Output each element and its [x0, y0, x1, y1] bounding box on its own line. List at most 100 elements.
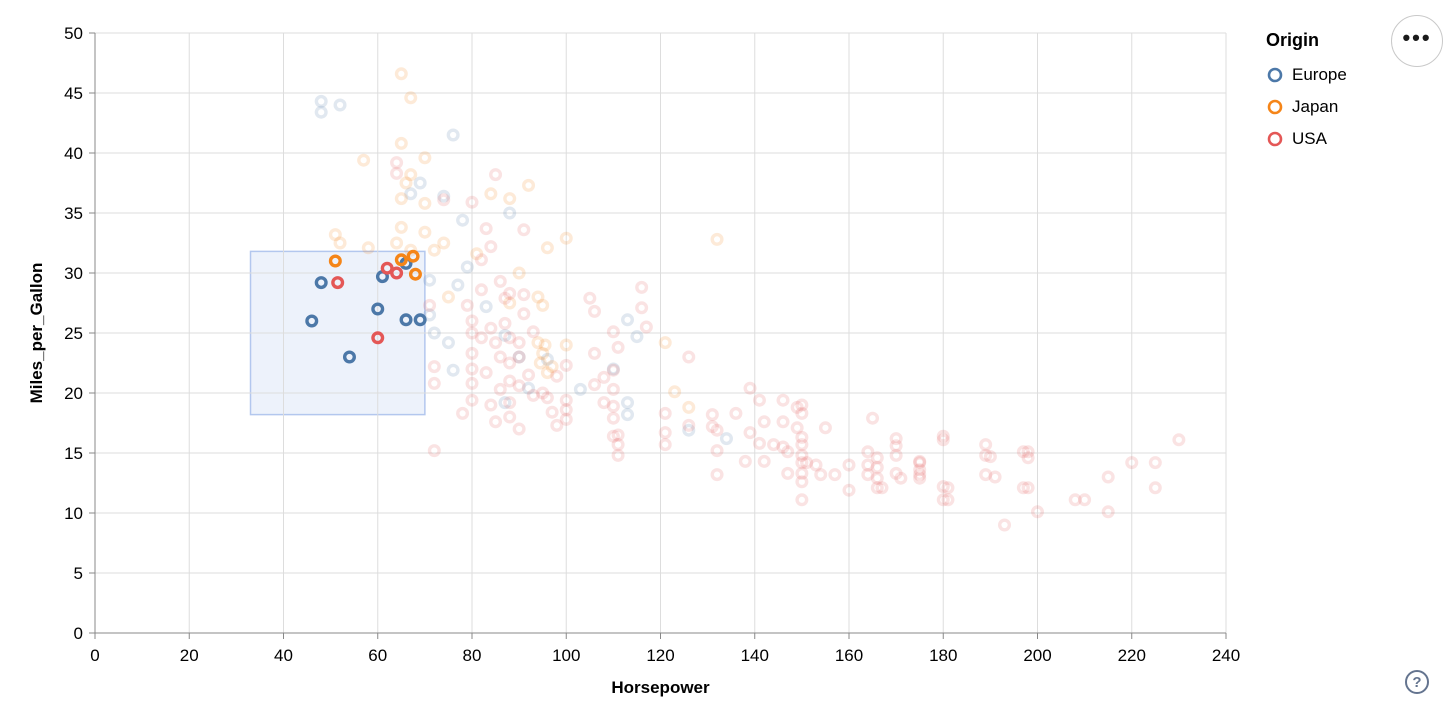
data-point: [465, 314, 479, 328]
data-point: [861, 445, 875, 459]
data-point: [423, 308, 437, 322]
data-point: [818, 421, 832, 435]
data-point: [795, 438, 809, 452]
data-point: [983, 450, 997, 464]
data-point-selected: [371, 331, 385, 345]
data-point-selected: [342, 350, 356, 364]
data-point: [894, 471, 908, 485]
data-point: [465, 326, 479, 340]
data-point: [512, 350, 526, 364]
data-point: [979, 448, 993, 462]
data-point: [913, 454, 927, 468]
data-point: [814, 468, 828, 482]
data-point: [441, 336, 455, 350]
data-point: [465, 362, 479, 376]
data-point: [630, 330, 644, 344]
ring-icon: [1267, 67, 1283, 83]
data-point: [328, 228, 342, 242]
data-point-selected: [399, 313, 413, 327]
data-point: [1021, 481, 1035, 495]
x-axis-title: Horsepower: [611, 678, 710, 697]
data-point: [404, 168, 418, 182]
data-point: [757, 415, 771, 429]
data-point: [635, 301, 649, 315]
legend-title: Origin: [1266, 30, 1319, 50]
data-point: [936, 480, 950, 494]
help-button[interactable]: ?: [1405, 670, 1429, 694]
data-point-selected: [408, 267, 422, 281]
data-point: [998, 518, 1012, 532]
data-point: [538, 338, 552, 352]
data-point: [399, 176, 413, 190]
data-point: [682, 400, 696, 414]
legend-symbol-usa-icon: [1267, 131, 1283, 147]
data-point: [611, 438, 625, 452]
data-point: [1101, 505, 1115, 519]
data-point: [795, 466, 809, 480]
data-point: [743, 381, 757, 395]
data-point: [719, 432, 733, 446]
data-point: [941, 481, 955, 495]
data-point: [795, 398, 809, 412]
data-point: [503, 192, 517, 206]
legend: Origin Europe Japan USA: [1266, 30, 1396, 155]
data-point: [361, 241, 375, 255]
data-point: [767, 438, 781, 452]
y-tick-label: 25: [64, 324, 83, 343]
data-point: [470, 247, 484, 261]
data-point: [658, 438, 672, 452]
data-point: [705, 408, 719, 422]
data-point: [752, 436, 766, 450]
data-point: [526, 325, 540, 339]
data-point: [795, 475, 809, 489]
data-point: [559, 393, 573, 407]
ellipsis-icon: •••: [1402, 25, 1432, 50]
data-point: [484, 187, 498, 201]
data-point-selected: [314, 276, 328, 290]
data-point: [583, 291, 597, 305]
data-point: [503, 356, 517, 370]
x-tick-label: 200: [1023, 646, 1051, 665]
data-point: [606, 363, 620, 377]
data-point: [889, 439, 903, 453]
data-point: [875, 481, 889, 495]
data-point: [460, 298, 474, 312]
data-point-selected: [371, 302, 385, 316]
data-point: [936, 433, 950, 447]
data-point: [1021, 445, 1035, 459]
data-point: [795, 448, 809, 462]
data-point: [540, 241, 554, 255]
data-point: [465, 393, 479, 407]
data-point: [729, 406, 743, 420]
data-point: [314, 94, 328, 108]
data-point: [559, 412, 573, 426]
data-point: [870, 471, 884, 485]
data-point: [588, 378, 602, 392]
data-point: [517, 288, 531, 302]
data-point: [540, 391, 554, 405]
data-point: [870, 460, 884, 474]
y-tick-label: 0: [74, 624, 83, 643]
data-point: [503, 286, 517, 300]
data-point: [606, 411, 620, 425]
data-point: [427, 376, 441, 390]
data-point: [503, 206, 517, 220]
data-point: [710, 468, 724, 482]
legend-symbol-europe-icon: [1267, 67, 1283, 83]
more-options-button[interactable]: •••: [1391, 15, 1443, 67]
data-point: [668, 385, 682, 399]
data-point: [550, 369, 564, 383]
x-axis: 0 20 40 60 80 100 120 140 160 180 200 220 240 Horsepo…: [90, 632, 1240, 697]
data-point: [1078, 493, 1092, 507]
data-point: [776, 415, 790, 429]
ring-icon: [1267, 99, 1283, 115]
data-point: [870, 481, 884, 495]
data-point: [533, 356, 547, 370]
data-point: [597, 396, 611, 410]
x-tick-label: 80: [463, 646, 482, 665]
data-point: [1148, 481, 1162, 495]
data-point: [1016, 481, 1030, 495]
data-point: [597, 370, 611, 384]
data-point: [498, 291, 512, 305]
